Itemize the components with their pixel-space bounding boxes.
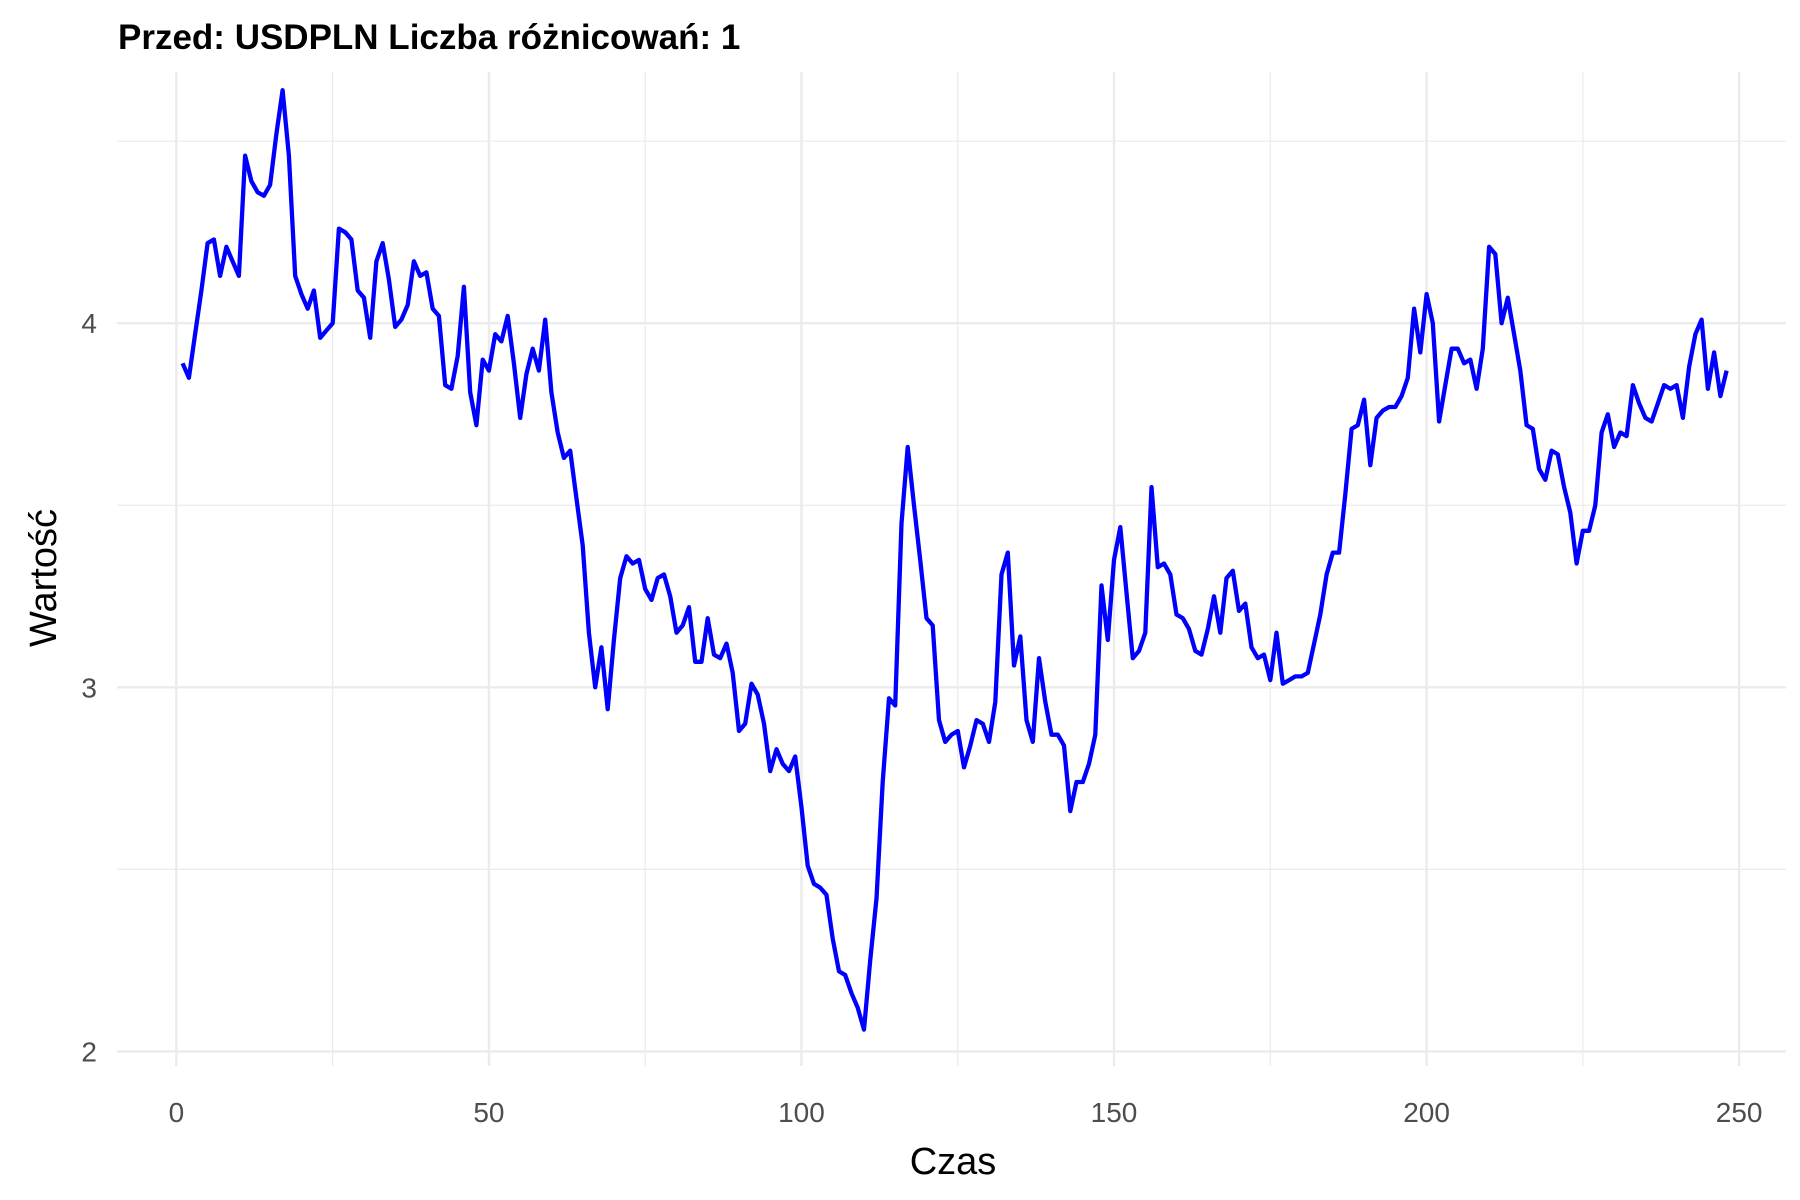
- x-tick-label: 50: [473, 1097, 504, 1128]
- series-line: [180, 88, 1729, 1032]
- grid-lines: [117, 72, 1786, 1066]
- y-tick-label: 4: [81, 308, 97, 339]
- x-tick-label: 100: [778, 1097, 825, 1128]
- x-tick-label: 200: [1403, 1097, 1450, 1128]
- tick-labels: 0 50 100 150 200 250 2 3 4: [81, 308, 1762, 1128]
- y-tick-label: 2: [81, 1036, 97, 1067]
- x-tick-label: 250: [1716, 1097, 1763, 1128]
- y-tick-label: 3: [81, 672, 97, 703]
- x-axis-title: Czas: [910, 1141, 997, 1183]
- y-axis-title: Wartość: [23, 509, 65, 647]
- x-tick-label: 150: [1091, 1097, 1138, 1128]
- series-layer: [180, 88, 1729, 1032]
- x-tick-label: 0: [169, 1097, 185, 1128]
- chart-title: Przed: USDPLN Liczba różnicowań: 1: [118, 18, 741, 57]
